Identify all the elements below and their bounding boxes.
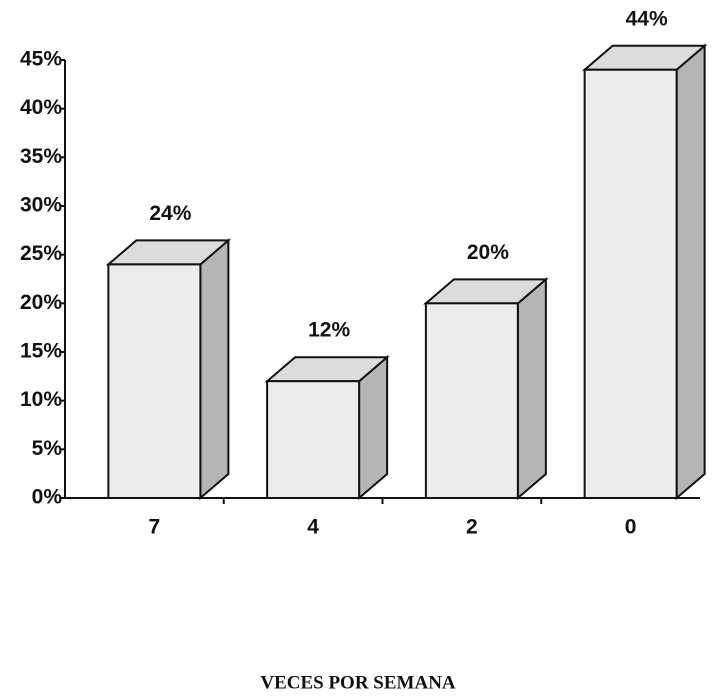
bar	[105, 238, 232, 501]
bar-front	[583, 68, 678, 499]
value-label: 24%	[149, 202, 191, 225]
value-label: 12%	[308, 319, 350, 342]
y-tick-label: 25%	[20, 242, 62, 265]
y-tick-label: 30%	[20, 194, 62, 217]
y-tick-label: 40%	[20, 96, 62, 119]
y-tick-label: 10%	[20, 388, 62, 411]
bar-front	[107, 263, 202, 499]
y-tick-label: 35%	[20, 145, 62, 168]
bar-front	[424, 302, 519, 500]
y-tick-label: 45%	[20, 48, 62, 71]
x-axis-label: VECES POR SEMANA	[260, 672, 456, 693]
y-tick-label: 15%	[20, 340, 62, 363]
y-tick-label: 5%	[32, 437, 63, 460]
bar-side	[516, 277, 547, 501]
y-tick-label: 20%	[20, 291, 62, 314]
value-label: 44%	[626, 7, 668, 30]
bar	[423, 277, 549, 501]
x-tick-label: 7	[149, 516, 161, 539]
bar	[581, 43, 708, 501]
bar-front	[266, 380, 361, 500]
x-tick-label: 2	[466, 516, 478, 539]
x-tick-label: 4	[307, 516, 319, 539]
x-tick-label: 0	[625, 516, 637, 539]
y-tick-label: 0%	[32, 486, 63, 509]
bar-side	[675, 43, 706, 501]
bar-side	[199, 238, 230, 501]
bar	[264, 355, 390, 501]
value-label: 20%	[467, 241, 509, 264]
